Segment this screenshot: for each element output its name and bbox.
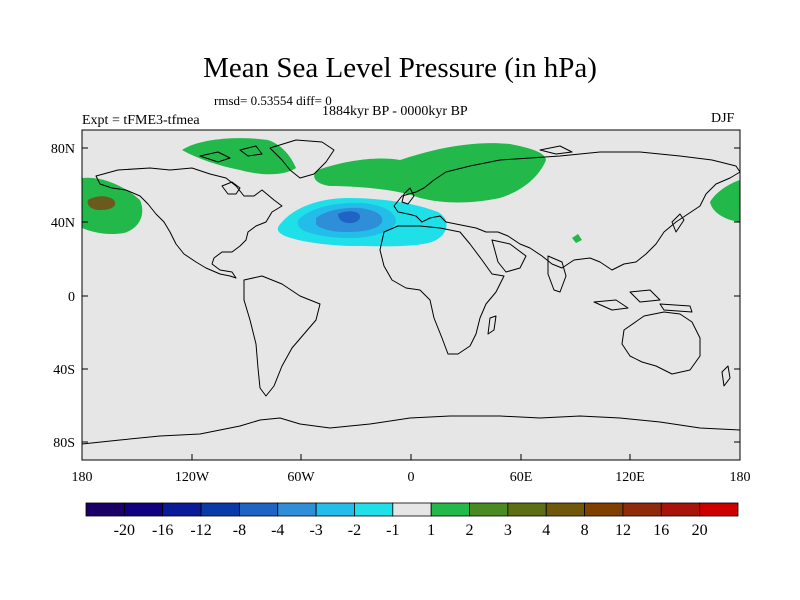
colorbar-box-5 (277, 502, 317, 517)
colorbar: -20 -16 -12 -8 -4 -3 -2 -1 1 2 3 4 8 12 16 20 (85, 502, 739, 539)
coast-india (547, 255, 567, 293)
lat-label-40s: 40S (53, 363, 75, 378)
colorbar-box-6 (315, 502, 355, 517)
colorbar-label-12: 8 (581, 522, 589, 539)
colorbar-box-7 (354, 502, 394, 517)
colorbar-label-15: 20 (692, 522, 708, 539)
colorbar-box-13 (584, 502, 624, 517)
coast-japan (671, 213, 685, 233)
colorbar-label-9: 2 (466, 522, 474, 539)
colorbar-box-15 (660, 502, 701, 517)
coast-africa (379, 225, 505, 355)
anomaly-positive-pacific-east (710, 180, 740, 222)
lat-tick-80s: 80S (53, 436, 740, 451)
colorbar-box-2 (162, 502, 202, 517)
colorbar-label-6: -2 (348, 522, 361, 539)
lon-tick-120w: 120W (175, 454, 210, 485)
lat-tick-40n: 40N (51, 216, 740, 231)
colorbar-label-13: 12 (615, 522, 631, 539)
lat-label-80n: 80N (51, 142, 75, 157)
colorbar-box-12 (545, 502, 585, 517)
experiment-label: Expt = tFME3-tfmea (82, 113, 200, 128)
longitude-axis: 180 120W 60W 0 60E 120E 180 (72, 454, 751, 485)
colorbar-label-4: -4 (271, 522, 284, 539)
period-label: 1884kyr BP - 0000kyr BP (322, 104, 468, 119)
colorbar-box-4 (239, 502, 279, 517)
lon-tick-0: 0 (408, 454, 415, 485)
lat-label-80s: 80S (53, 436, 75, 451)
coast-antarctica (81, 415, 741, 445)
colorbar-box-10 (469, 502, 509, 517)
coastlines (81, 139, 741, 445)
colorbar-label-8: 1 (427, 522, 435, 539)
coast-madagascar (487, 315, 497, 335)
lat-tick-0: 0 (68, 290, 740, 305)
stats-label: rmsd= 0.53554 diff= 0 (214, 93, 332, 108)
coast-europe-asia (393, 151, 741, 271)
colorbar-box-11 (507, 502, 547, 517)
lon-label-120e: 120E (615, 470, 645, 485)
lon-label-120w: 120W (175, 470, 210, 485)
season-label: DJF (711, 111, 735, 126)
lon-label-60e: 60E (510, 470, 533, 485)
colorbar-label-11: 4 (542, 522, 550, 539)
colorbar-label-14: 16 (653, 522, 669, 539)
anomaly-positive-small-patch (572, 234, 582, 243)
lon-label-0: 0 (408, 470, 415, 485)
colorbar-label-2: -12 (190, 522, 211, 539)
lon-label-180-right: 180 (730, 470, 751, 485)
colorbar-label-10: 3 (504, 522, 512, 539)
coast-arabia (491, 239, 527, 273)
lat-tick-80n: 80N (51, 142, 740, 157)
coast-new-zealand (721, 365, 731, 387)
lon-tick-180e: 180 (730, 454, 751, 485)
coast-hudson (221, 181, 241, 195)
anomaly-fields (82, 138, 740, 247)
lat-label-40n: 40N (51, 216, 75, 231)
coast-australia (621, 311, 701, 375)
colorbar-box-0 (85, 502, 125, 517)
coast-indonesia (593, 289, 693, 313)
lon-tick-120e: 120E (615, 454, 645, 485)
lon-label-180-left: 180 (72, 470, 93, 485)
anomaly-positive-greenland (182, 138, 296, 175)
coast-greenland (269, 139, 335, 179)
colorbar-label-3: -8 (233, 522, 246, 539)
colorbar-label-5: -3 (309, 522, 322, 539)
coast-arctic-islands (199, 145, 573, 163)
anomaly-positive-north-atlantic (314, 143, 546, 203)
anomaly-positive-core (87, 196, 116, 210)
lon-tick-60w: 60W (287, 454, 315, 485)
lon-label-60w: 60W (287, 470, 315, 485)
colorbar-label-1: -16 (152, 522, 173, 539)
coast-south-america (243, 275, 321, 397)
colorbar-box-14 (622, 502, 662, 517)
colorbar-box-8 (392, 502, 432, 517)
coast-north-america (95, 167, 283, 279)
colorbar-box-1 (123, 502, 164, 517)
latitude-axis: 80N 40N 0 40S 80S (51, 142, 740, 451)
colorbar-box-9 (430, 502, 470, 517)
colorbar-box-16 (699, 502, 739, 517)
lon-tick-60e: 60E (510, 454, 533, 485)
lat-label-0: 0 (68, 290, 75, 305)
colorbar-label-7: -1 (386, 522, 399, 539)
chart-title: Mean Sea Level Pressure (in hPa) (203, 52, 597, 84)
colorbar-label-0: -20 (114, 522, 135, 539)
lon-tick-180w: 180 (72, 454, 93, 485)
coast-uk (401, 187, 415, 205)
lat-tick-40s: 40S (53, 363, 740, 378)
colorbar-box-3 (200, 502, 240, 517)
anomaly-negative-4-8 (338, 211, 360, 224)
